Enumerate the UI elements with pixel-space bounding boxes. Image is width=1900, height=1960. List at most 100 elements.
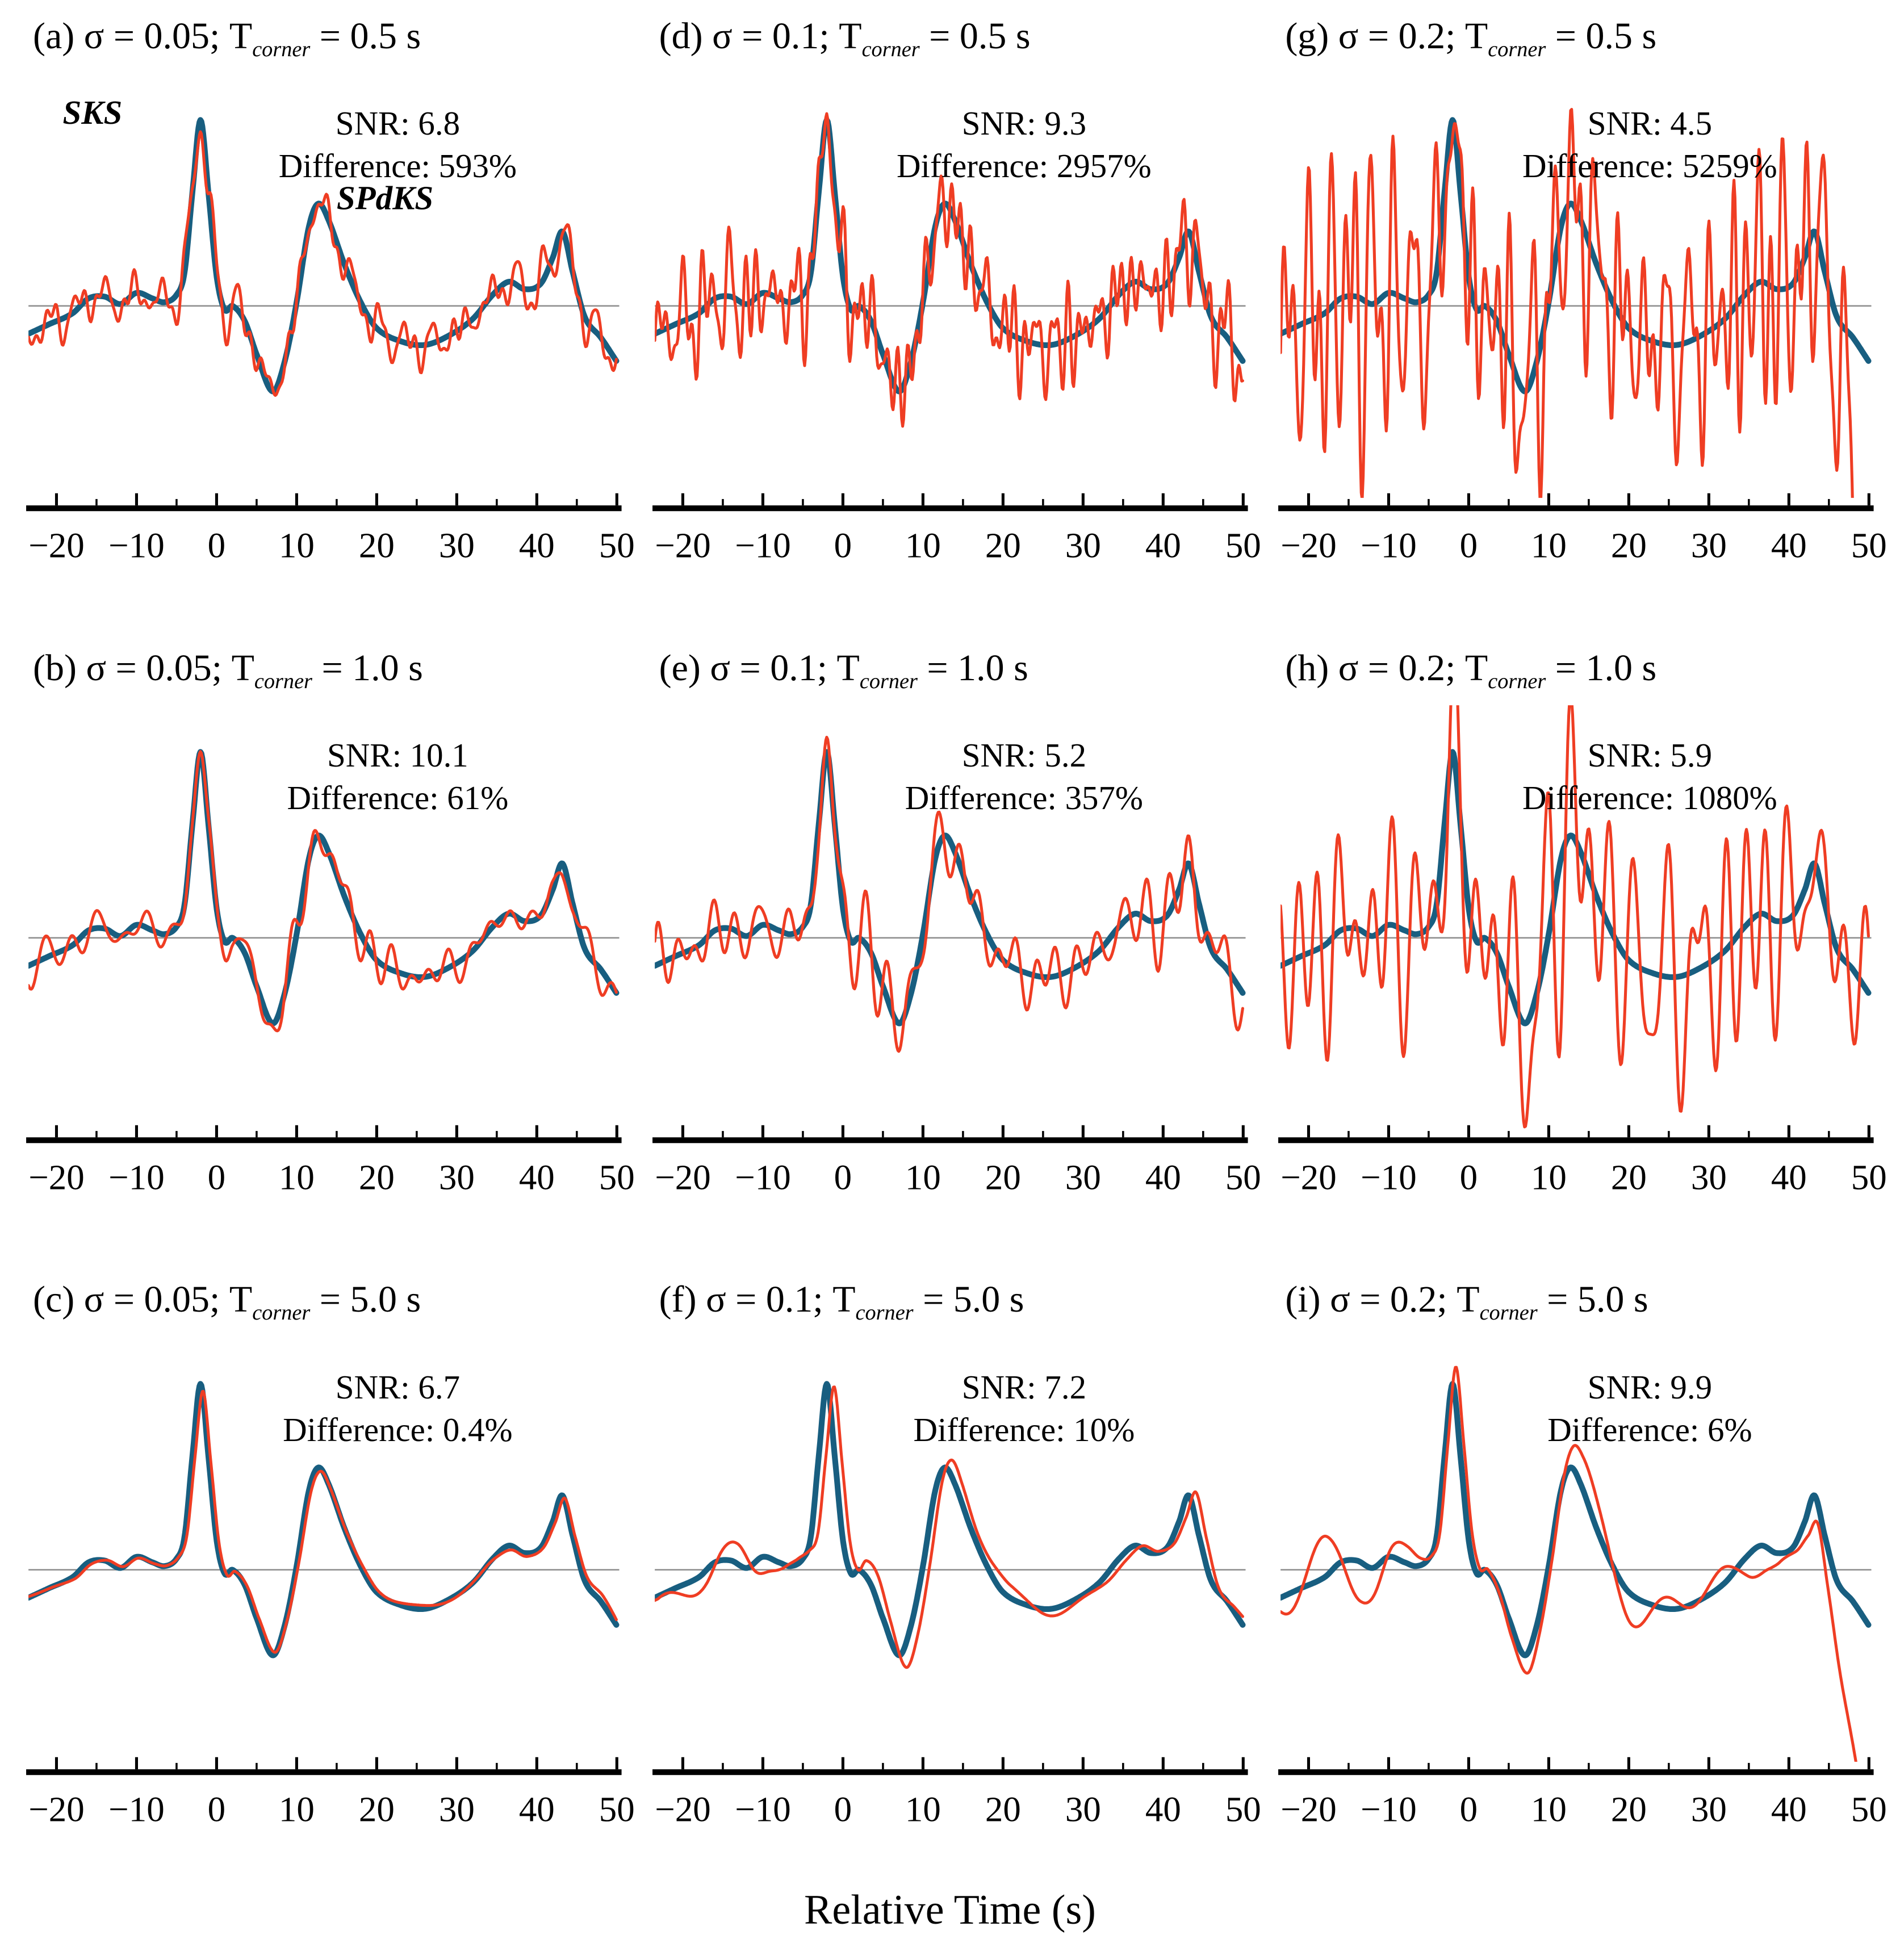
- x-tick-label: 30: [1691, 526, 1727, 566]
- x-tick-label: 10: [905, 526, 941, 566]
- difference-label: Difference: 6%: [1548, 1411, 1752, 1448]
- noisy-trace: [654, 112, 1244, 428]
- difference-label: Difference: 10%: [913, 1411, 1135, 1448]
- panel-title: (i) σ = 0.2; Tcorner = 5.0 s: [1285, 1278, 1876, 1325]
- panel-title: (c) σ = 0.05; Tcorner = 5.0 s: [33, 1278, 624, 1325]
- x-tick-label: 20: [985, 1789, 1021, 1829]
- panel-title-pre: (d) σ = 0.1; T: [659, 15, 862, 57]
- panel-title-pre: (h) σ = 0.2; T: [1285, 647, 1488, 689]
- panel-title-post: = 5.0 s: [310, 1279, 421, 1321]
- x-tick-label: 0: [834, 526, 852, 566]
- x-tick-label: 20: [359, 526, 395, 566]
- panel-title-sub: corner: [1479, 1301, 1538, 1325]
- panel-title-sub: corner: [861, 37, 920, 62]
- difference-label: Difference: 0.4%: [283, 1411, 513, 1448]
- noisy-trace: [654, 1385, 1244, 1669]
- panel-title-post: = 1.0 s: [917, 647, 1028, 689]
- snr-label: SNR: 10.1: [327, 736, 468, 774]
- x-tick-label: −10: [735, 526, 791, 566]
- x-tick-label: 50: [1225, 1789, 1261, 1829]
- panel-title-sub: corner: [859, 669, 918, 693]
- waveform-plot-c: −20 −10 0 10 20 30 40 50 SNR: 6.7 Difference: 0.4…: [26, 1368, 635, 1829]
- panel-title: (e) σ = 0.1; Tcorner = 1.0 s: [659, 647, 1250, 694]
- reference-trace: [654, 1380, 1246, 1659]
- reference-trace: [1280, 1380, 1872, 1659]
- panel-title-sub: corner: [252, 37, 311, 62]
- panel-title-pre: (a) σ = 0.05; T: [33, 15, 253, 57]
- panel-title-post: = 5.0 s: [1537, 1279, 1648, 1321]
- panel-title-sub: corner: [855, 1301, 914, 1325]
- x-tick-label: 30: [1065, 1789, 1101, 1829]
- x-tick-label: 0: [1460, 1789, 1478, 1829]
- trace-group: [654, 112, 1246, 428]
- x-tick-label: −20: [1281, 1789, 1337, 1829]
- x-tick-label: 0: [208, 526, 226, 566]
- x-tick-label: −20: [28, 1789, 85, 1829]
- x-tick-label: −20: [1281, 526, 1337, 566]
- x-tick-label: −10: [1361, 1789, 1417, 1829]
- x-tick-label: 30: [439, 1789, 475, 1829]
- x-tick-label: 0: [1460, 1157, 1478, 1197]
- panel-title-sub: corner: [254, 669, 312, 693]
- panel-title: (g) σ = 0.2; Tcorner = 0.5 s: [1285, 15, 1876, 62]
- trace-group: [654, 735, 1246, 1053]
- panel-b: (b) σ = 0.05; Tcorner = 1.0 s −20 −10 0 10 2…: [24, 647, 635, 1224]
- trace-group: [1280, 108, 1872, 499]
- waveform-plot-i: −20 −10 0 10 20 30 40 50 SNR: 9.9 Difference: 6%: [1278, 1366, 1887, 1829]
- x-tick-label: 20: [985, 526, 1021, 566]
- trace-group: [1280, 1366, 1872, 1762]
- x-tick-label: 40: [519, 526, 555, 566]
- difference-label: Difference: 1080%: [1522, 779, 1777, 816]
- x-tick-label: 10: [1531, 1157, 1567, 1197]
- x-tick-label: −10: [108, 1789, 165, 1829]
- x-tick-label: 10: [279, 1789, 315, 1829]
- x-tick-label: 50: [599, 1157, 635, 1197]
- x-tick-label: −10: [735, 1157, 791, 1197]
- trace-group: [28, 749, 620, 1033]
- x-axis-title: Relative Time (s): [804, 1887, 1096, 1934]
- x-tick-label: 10: [279, 526, 315, 566]
- trace-group: [654, 1380, 1246, 1669]
- x-tick-label: 30: [1691, 1157, 1727, 1197]
- panel-a: (a) σ = 0.05; Tcorner = 0.5 s −20 −10 0 10 2…: [24, 15, 635, 592]
- x-tick-label: −20: [655, 1789, 711, 1829]
- panel-title-pre: (f) σ = 0.1; T: [659, 1279, 856, 1321]
- x-tick-label: 40: [1145, 1157, 1181, 1197]
- x-tick-label: 20: [1611, 526, 1647, 566]
- waveform-plot-d: −20 −10 0 10 20 30 40 50 SNR: 9.3 Difference: 295…: [652, 104, 1261, 566]
- x-tick-label: −20: [28, 1157, 85, 1197]
- x-tick-label: 50: [1851, 1157, 1887, 1197]
- noisy-trace: [1280, 705, 1870, 1129]
- x-tick-label: 50: [1851, 1789, 1887, 1829]
- x-tick-label: 20: [985, 1157, 1021, 1197]
- panel-title-sub: corner: [1488, 669, 1546, 693]
- panel-d: (d) σ = 0.1; Tcorner = 0.5 s −20 −10 0 10 20…: [650, 15, 1261, 592]
- panel-title-post: = 0.5 s: [310, 15, 421, 57]
- x-tick-label: −10: [1361, 1157, 1417, 1197]
- panel-title-pre: (g) σ = 0.2; T: [1285, 15, 1488, 57]
- panel-title-pre: (c) σ = 0.05; T: [33, 1279, 253, 1321]
- snr-label: SNR: 9.3: [961, 104, 1086, 142]
- noisy-trace: [1280, 108, 1855, 499]
- panel-h: (h) σ = 0.2; Tcorner = 1.0 s −20 −10 0 10 20…: [1276, 647, 1887, 1224]
- panel-title-sub: corner: [1488, 37, 1546, 62]
- trace-group: [28, 117, 620, 397]
- panel-title-post: = 0.5 s: [919, 15, 1031, 57]
- x-tick-label: 10: [905, 1789, 941, 1829]
- panel-title-pre: (i) σ = 0.2; T: [1285, 1279, 1480, 1321]
- difference-label: Difference: 61%: [287, 779, 508, 816]
- panel-title-pre: (b) σ = 0.05; T: [33, 647, 254, 689]
- x-tick-label: 0: [208, 1157, 226, 1197]
- x-tick-label: 30: [1065, 526, 1101, 566]
- panel-title-sub: corner: [252, 1301, 311, 1325]
- x-tick-label: 0: [834, 1157, 852, 1197]
- snr-label: SNR: 6.7: [336, 1368, 460, 1405]
- x-tick-label: 50: [1225, 526, 1261, 566]
- trace-group: [28, 1380, 620, 1659]
- x-tick-label: −10: [108, 526, 165, 566]
- snr-label: SNR: 9.9: [1588, 1368, 1712, 1405]
- x-tick-label: 40: [1771, 1789, 1807, 1829]
- x-tick-label: 50: [599, 1789, 635, 1829]
- x-tick-label: 30: [1065, 1157, 1101, 1197]
- waveform-plot-h: −20 −10 0 10 20 30 40 50 SNR: 5.9 Difference: 108…: [1278, 705, 1887, 1197]
